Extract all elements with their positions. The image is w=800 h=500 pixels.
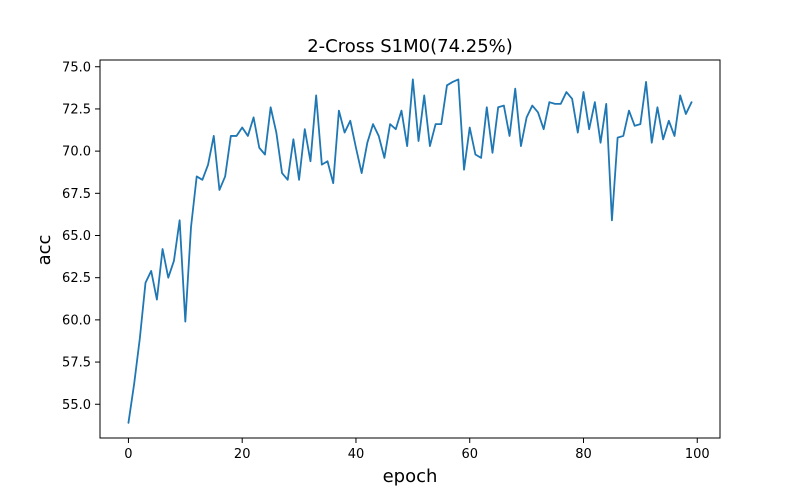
y-tick-label: 65.0 bbox=[62, 229, 91, 244]
y-tick-label: 62.5 bbox=[62, 271, 91, 286]
x-tick-label: 20 bbox=[234, 447, 251, 462]
x-tick-label: 100 bbox=[685, 447, 710, 462]
x-tick-label: 40 bbox=[348, 447, 365, 462]
y-tick-label: 70.0 bbox=[62, 145, 91, 160]
y-tick-label: 60.0 bbox=[62, 313, 91, 328]
plot-area bbox=[99, 59, 721, 439]
y-tick-label: 57.5 bbox=[62, 356, 91, 371]
x-axis-label: epoch bbox=[383, 466, 438, 487]
x-tick-label: 0 bbox=[124, 447, 132, 462]
y-tick-label: 55.0 bbox=[62, 398, 91, 413]
y-tick-label: 72.5 bbox=[62, 102, 91, 117]
y-axis-ticks: 55.0 57.5 60.0 62.5 65.0 67.5 70.0 72.5 75.0 bbox=[62, 60, 100, 413]
y-tick-label: 67.5 bbox=[62, 187, 91, 202]
x-tick-label: 80 bbox=[575, 447, 592, 462]
plot-frame bbox=[99, 59, 721, 439]
x-axis-ticks: 0 20 40 60 80 100 bbox=[124, 438, 710, 462]
x-tick-label: 60 bbox=[461, 447, 478, 462]
y-tick-label: 75.0 bbox=[62, 60, 91, 75]
series-line bbox=[127, 78, 693, 424]
chart-title: 2-Cross S1M0(74.25%) bbox=[307, 36, 513, 57]
y-axis-label: acc bbox=[34, 235, 55, 266]
